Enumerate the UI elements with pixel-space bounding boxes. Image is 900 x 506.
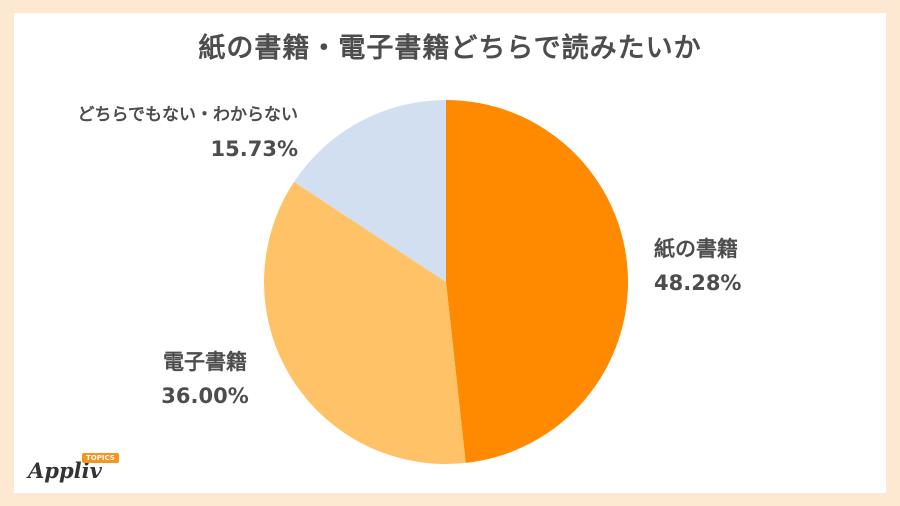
logo-badge: TOPICS (82, 453, 119, 463)
slice-name-paper-books: 紙の書籍 (654, 237, 738, 261)
pie-slice-neither (294, 99, 446, 282)
slice-name-neither: どちらでもない・わからない (77, 105, 299, 125)
chart-title: 紙の書籍・電子書籍どちらで読みたいか (198, 33, 702, 64)
slice-label-neither: どちらでもない・わからない 15.73% (36, 98, 299, 166)
slice-label-ebooks: 電子書籍 36.00% (155, 345, 255, 413)
pie-slice-ebooks (263, 181, 466, 464)
slice-label-paper-books: 紙の書籍 48.28% (654, 232, 741, 300)
slice-percent-paper-books: 48.28% (654, 271, 742, 295)
slice-name-ebooks: 電子書籍 (163, 350, 247, 374)
slice-percent-ebooks: 36.00% (161, 384, 249, 408)
pie-slice-paper-books (446, 100, 628, 463)
slice-percent-neither: 15.73% (210, 137, 298, 161)
applivtopics-logo: Appliv TOPICS (28, 448, 128, 488)
